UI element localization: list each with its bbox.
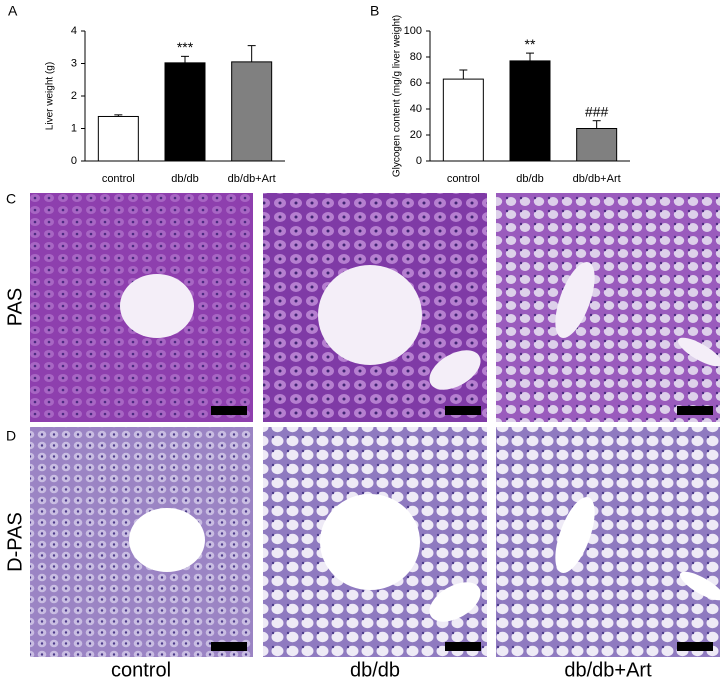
y-tick-label: 0: [416, 155, 422, 167]
y-tick-label: 3: [71, 57, 77, 69]
vessel: [555, 497, 595, 573]
bar: [97, 115, 139, 162]
x-tick-label: db/db: [171, 173, 199, 185]
micrograph-grid: [30, 193, 720, 657]
panel-label: A: [8, 3, 18, 19]
bar: [164, 62, 206, 162]
x-tick-label: control: [102, 173, 135, 185]
y-tick-label: 1: [71, 122, 77, 134]
vessel: [120, 274, 194, 338]
row-label: PAS: [4, 288, 26, 327]
vessel: [129, 508, 205, 572]
vessel: [429, 582, 481, 622]
panel-label: B: [370, 3, 379, 19]
y-tick-label: 2: [71, 90, 77, 102]
row-label: D-PAS: [4, 512, 26, 572]
micrograph: [496, 427, 720, 657]
scale-bar: [211, 642, 247, 651]
x-tick-label: db/db: [516, 173, 544, 185]
scale-bar: [211, 406, 247, 415]
vessel: [318, 265, 422, 365]
y-tick-label: 100: [404, 25, 422, 37]
scale-bar: [445, 642, 481, 651]
x-tick-label: db/db+Art: [228, 173, 276, 185]
y-axis-label: Liver weight (g): [45, 62, 56, 130]
panel-label: D: [6, 428, 16, 444]
vessel: [429, 350, 481, 390]
significance-label: ***: [177, 39, 194, 55]
scale-bar: [677, 406, 713, 415]
y-tick-label: 4: [71, 25, 77, 37]
column-label: db/db: [350, 659, 400, 681]
y-axis-label: Glycogen content (mg/g liver weight): [392, 15, 403, 177]
y-tick-label: 20: [410, 129, 422, 141]
y-tick-label: 60: [410, 77, 422, 89]
vessel: [677, 337, 720, 367]
panel-label: C: [6, 191, 16, 207]
bar: [442, 78, 484, 162]
significance-label: ###: [585, 103, 609, 119]
vessel: [555, 262, 595, 338]
vessel: [679, 571, 720, 601]
x-tick-label: control: [447, 173, 480, 185]
scale-bar: [445, 406, 481, 415]
y-tick-label: 0: [71, 155, 77, 167]
column-label: db/db+Art: [564, 659, 652, 681]
bar: [576, 128, 618, 162]
scale-bar: [677, 642, 713, 651]
bar: [509, 60, 551, 162]
y-tick-label: 40: [410, 103, 422, 115]
y-tick-label: 80: [410, 51, 422, 63]
significance-label: **: [525, 36, 536, 52]
bar: [231, 61, 273, 162]
vessel: [320, 494, 420, 590]
micrograph: [496, 193, 720, 422]
x-tick-label: db/db+Art: [573, 173, 621, 185]
column-label: control: [111, 659, 171, 681]
